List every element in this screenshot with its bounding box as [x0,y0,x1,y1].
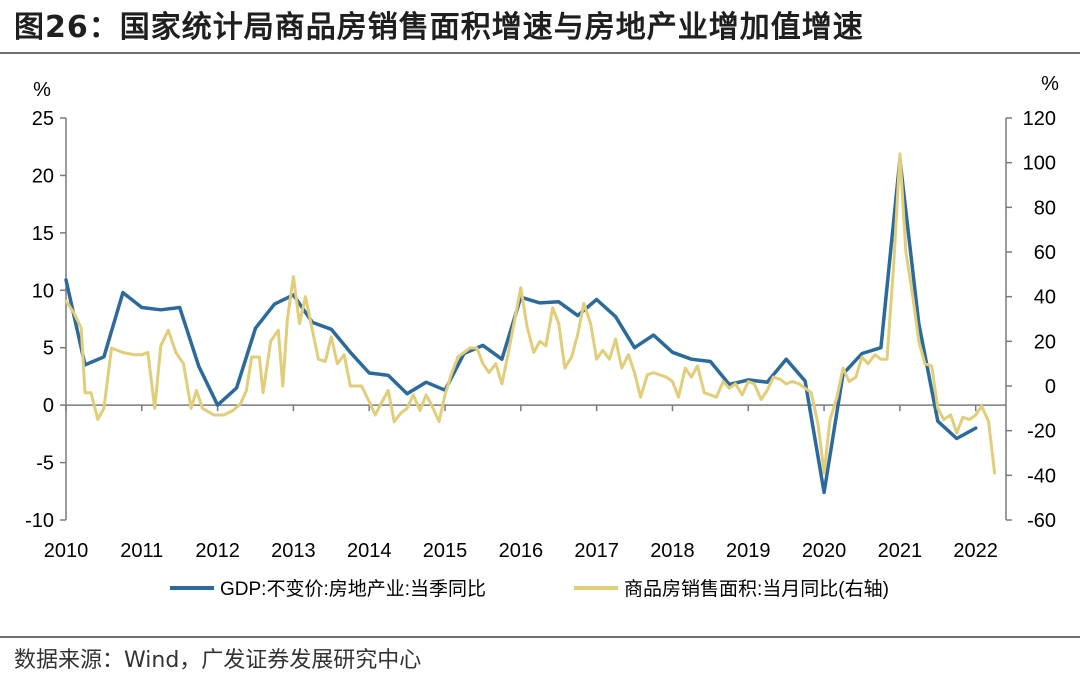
right-tick-label: 100 [1023,153,1056,175]
right-tick-label: 60 [1034,242,1056,264]
x-tick-label: 2016 [499,540,544,562]
left-tick-label: -10 [25,510,54,532]
legend-label: 商品房销售面积:当月同比(右轴) [624,578,889,600]
right-tick-label: 0 [1045,376,1056,398]
x-tick-label: 2022 [953,540,998,562]
x-tick-label: 2011 [120,540,163,562]
x-tick-label: 2018 [650,540,695,562]
left-tick-label: -5 [36,453,54,475]
left-tick-label: 15 [32,223,54,245]
left-tick-label: 0 [43,395,54,417]
x-tick-label: 2014 [347,540,392,562]
series-line-sales-area [64,152,997,475]
left-tick-label: 5 [43,338,54,360]
right-tick-label: -20 [1027,421,1056,443]
left-axis-unit: % [33,79,51,101]
left-tick-label: 20 [32,165,54,187]
x-tick-label: 2019 [726,540,771,562]
left-tick-label: 25 [32,108,54,130]
right-tick-label: 120 [1023,108,1056,130]
legend-label: GDP:不变价:房地产业:当季同比 [220,578,486,600]
left-tick-label: 10 [32,280,54,302]
x-tick-label: 2021 [878,540,923,562]
line-chart: -10 -5 0 5 10 15 20 25 -60 -40 -20 0 20 40 60 80 100 120%… [25,73,1059,600]
bottom-divider [0,636,1080,638]
x-tick-label: 2017 [574,540,619,562]
right-tick-label: 80 [1034,197,1056,219]
x-tick-label: 2013 [271,540,316,562]
x-tick-label: 2020 [802,540,847,562]
x-tick-label: 2012 [195,540,240,562]
right-tick-label: 40 [1034,287,1056,309]
right-tick-label: -60 [1027,510,1056,532]
right-tick-label: -40 [1027,465,1056,487]
series-line-gdp [64,157,978,495]
x-tick-label: 2015 [423,540,468,562]
x-tick-label: 2010 [44,540,89,562]
top-divider [0,52,1080,54]
right-axis-unit: % [1041,73,1059,95]
right-tick-label: 20 [1034,331,1056,353]
data-source: 数据来源：Wind，广发证券发展研究中心 [14,648,422,673]
chart-area: -10 -5 0 5 10 15 20 25 -60 -40 -20 0 20 40 60 80 100 120%… [0,60,1080,620]
chart-title: 图26：国家统计局商品房销售面积增速与房地产业增加值增速 [14,10,864,45]
